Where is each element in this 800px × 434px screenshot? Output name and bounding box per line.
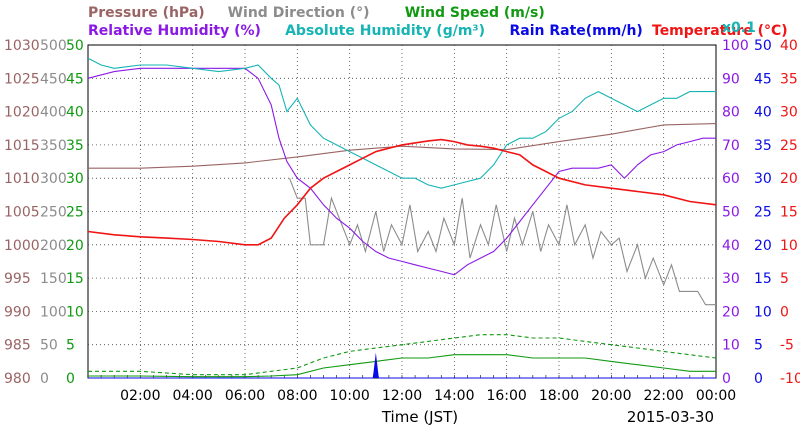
y-tick-temperature: -5: [780, 338, 794, 354]
y-tick-pressure: 985: [4, 338, 31, 354]
x-tick-label: 10:00: [329, 388, 369, 404]
y-tick-relative_humidity: 20: [722, 304, 740, 320]
chart-scale-label: x0.1: [722, 20, 756, 36]
y-tick-relative_humidity: 100: [722, 38, 749, 54]
y-tick-wind_direction: 200: [40, 238, 67, 254]
series-pressure: [88, 123, 717, 169]
y-tick-wind_direction: 450: [40, 71, 67, 87]
y-tick-pressure: 1010: [4, 171, 40, 187]
y-tick-wind_direction: 300: [40, 171, 67, 187]
chart-date: 2015-03-30: [627, 408, 714, 426]
y-tick-rain_rate: 25: [754, 205, 772, 221]
y-tick-wind_speed: 25: [66, 205, 84, 221]
x-tick-label: 00:00: [696, 388, 736, 404]
y-tick-rain_rate: 30: [754, 171, 772, 187]
y-tick-wind_direction: 0: [40, 371, 49, 387]
y-tick-temperature: 35: [780, 71, 798, 87]
y-tick-wind_speed: 10: [66, 304, 84, 320]
y-tick-temperature: 40: [780, 38, 798, 54]
x-tick-label: 14:00: [434, 388, 474, 404]
y-tick-relative_humidity: 50: [722, 205, 740, 221]
y-tick-rain_rate: 40: [754, 105, 772, 121]
y-tick-pressure: 1020: [4, 105, 40, 121]
x-tick-label: 12:00: [382, 388, 422, 404]
y-tick-relative_humidity: 10: [722, 338, 740, 354]
y-tick-wind_speed: 30: [66, 171, 84, 187]
chart-title-3: Relative Humidity (%): [88, 23, 261, 39]
y-tick-rain_rate: 50: [754, 38, 772, 54]
y-tick-wind_speed: 20: [66, 238, 84, 254]
y-tick-pressure: 1030: [4, 38, 40, 54]
y-tick-rain_rate: 20: [754, 238, 772, 254]
rain-rate-spike: [372, 352, 379, 378]
y-tick-temperature: 25: [780, 138, 798, 154]
x-tick-label: 16:00: [486, 388, 526, 404]
y-tick-wind_direction: 350: [40, 138, 67, 154]
y-tick-pressure: 1015: [4, 138, 40, 154]
y-tick-relative_humidity: 30: [722, 271, 740, 287]
chart-title-0: Pressure (hPa): [88, 5, 205, 21]
y-tick-relative_humidity: 60: [722, 171, 740, 187]
y-tick-rain_rate: 10: [754, 304, 772, 320]
x-tick-label: 06:00: [225, 388, 265, 404]
series-wind-direction: [288, 178, 716, 306]
chart-title-5: Rain Rate(mm/h): [510, 23, 643, 39]
y-tick-wind_speed: 0: [66, 371, 75, 387]
y-tick-pressure: 995: [4, 271, 31, 287]
y-tick-wind_speed: 40: [66, 105, 84, 121]
chart-title-1: Wind Direction (°): [228, 5, 370, 21]
y-tick-wind_direction: 250: [40, 205, 67, 221]
y-tick-wind_speed: 15: [66, 271, 84, 287]
y-tick-relative_humidity: 70: [722, 138, 740, 154]
y-tick-pressure: 1025: [4, 71, 40, 87]
y-tick-wind_direction: 500: [40, 38, 67, 54]
plot-frame: [87, 44, 717, 379]
series-absolute-humidity: [87, 57, 716, 189]
series-wind-speed-max: [88, 334, 717, 376]
chart-title-4: Absolute Humidity (g/m³): [285, 23, 485, 39]
y-tick-rain_rate: 35: [754, 138, 772, 154]
y-tick-pressure: 980: [4, 371, 31, 387]
y-tick-relative_humidity: 40: [722, 238, 740, 254]
x-tick-label: 04:00: [172, 388, 212, 404]
y-tick-relative_humidity: 0: [722, 371, 731, 387]
y-tick-temperature: 0: [780, 304, 789, 320]
y-tick-wind_direction: 100: [40, 304, 67, 320]
y-tick-temperature: 20: [780, 171, 798, 187]
y-tick-wind_speed: 5: [66, 338, 75, 354]
y-tick-pressure: 990: [4, 304, 31, 320]
y-tick-rain_rate: 45: [754, 71, 772, 87]
y-tick-wind_speed: 35: [66, 138, 84, 154]
y-tick-rain_rate: 0: [754, 371, 763, 387]
y-tick-wind_speed: 45: [66, 71, 84, 87]
x-tick-label: 02:00: [120, 388, 160, 404]
y-tick-temperature: -10: [780, 371, 800, 387]
y-tick-rain_rate: 5: [754, 338, 763, 354]
x-tick-label: 18:00: [539, 388, 579, 404]
series-wind-speed: [88, 354, 716, 378]
x-axis-label: Time (JST): [381, 408, 458, 426]
series-temperature: [87, 138, 717, 246]
y-tick-temperature: 15: [780, 205, 798, 221]
series-relative-humidity: [87, 67, 716, 276]
y-tick-temperature: 5: [780, 271, 789, 287]
y-tick-wind_direction: 400: [40, 105, 67, 121]
x-tick-label: 20:00: [591, 388, 631, 404]
y-tick-relative_humidity: 80: [722, 105, 740, 121]
y-tick-wind_speed: 50: [66, 38, 84, 54]
x-tick-label: 22:00: [643, 388, 683, 404]
y-tick-wind_direction: 50: [40, 338, 58, 354]
x-tick-label: 08:00: [277, 388, 317, 404]
y-tick-temperature: 30: [780, 105, 798, 121]
y-tick-pressure: 1000: [4, 238, 40, 254]
chart-title-6: Temperature (°C): [652, 23, 788, 39]
y-tick-relative_humidity: 90: [722, 71, 740, 87]
y-tick-temperature: 10: [780, 238, 798, 254]
y-tick-pressure: 1005: [4, 205, 40, 221]
y-tick-rain_rate: 15: [754, 271, 772, 287]
y-tick-wind_direction: 150: [40, 271, 67, 287]
chart-title-2: Wind Speed (m/s): [405, 5, 545, 21]
